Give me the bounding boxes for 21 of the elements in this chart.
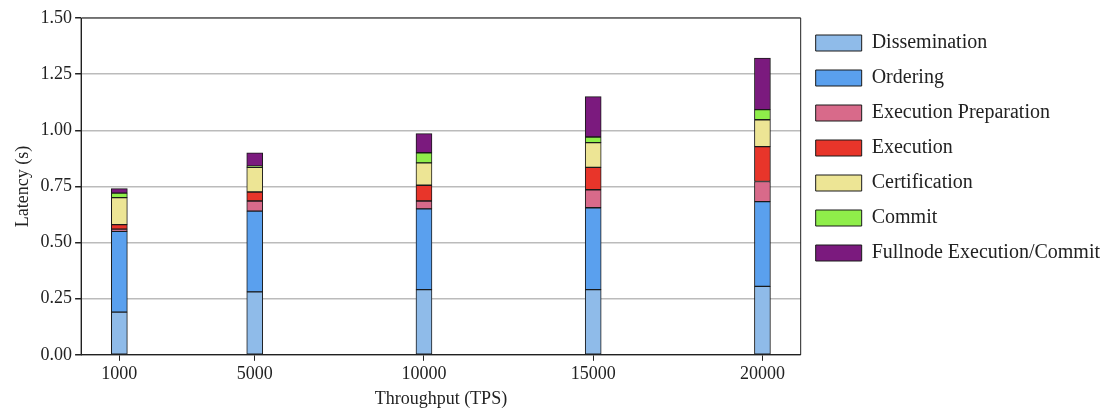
y-tick-label: 1.00 — [40, 119, 73, 139]
x-tick-label: 5000 — [236, 363, 273, 384]
legend-label: Execution — [871, 135, 953, 158]
legend-label: Commit — [871, 205, 938, 228]
y-tick-label: 0.00 — [40, 343, 73, 364]
y-tick-label: 1.50 — [40, 6, 73, 27]
x-tick-label: 15000 — [570, 363, 616, 384]
legend-label: Dissemination — [871, 30, 988, 53]
legend-label: Certification — [871, 170, 973, 193]
x-tick-label: 10000 — [401, 363, 447, 384]
legend-label: Fullnode Execution/Commit — [871, 240, 1101, 263]
legend-label: Ordering — [871, 65, 944, 89]
y-tick-label: 0.75 — [40, 175, 73, 196]
y-axis-title: Latency (s) — [11, 145, 33, 228]
y-tick-label: 0.50 — [40, 231, 73, 252]
x-tick-label: 20000 — [739, 363, 785, 384]
x-axis-title: Throughput (TPS) — [374, 387, 508, 409]
legend-label: Execution Preparation — [871, 100, 1050, 124]
x-tick-label: 1000 — [101, 363, 138, 384]
y-tick-label: 0.25 — [40, 287, 73, 308]
y-tick-label: 1.25 — [40, 62, 73, 83]
